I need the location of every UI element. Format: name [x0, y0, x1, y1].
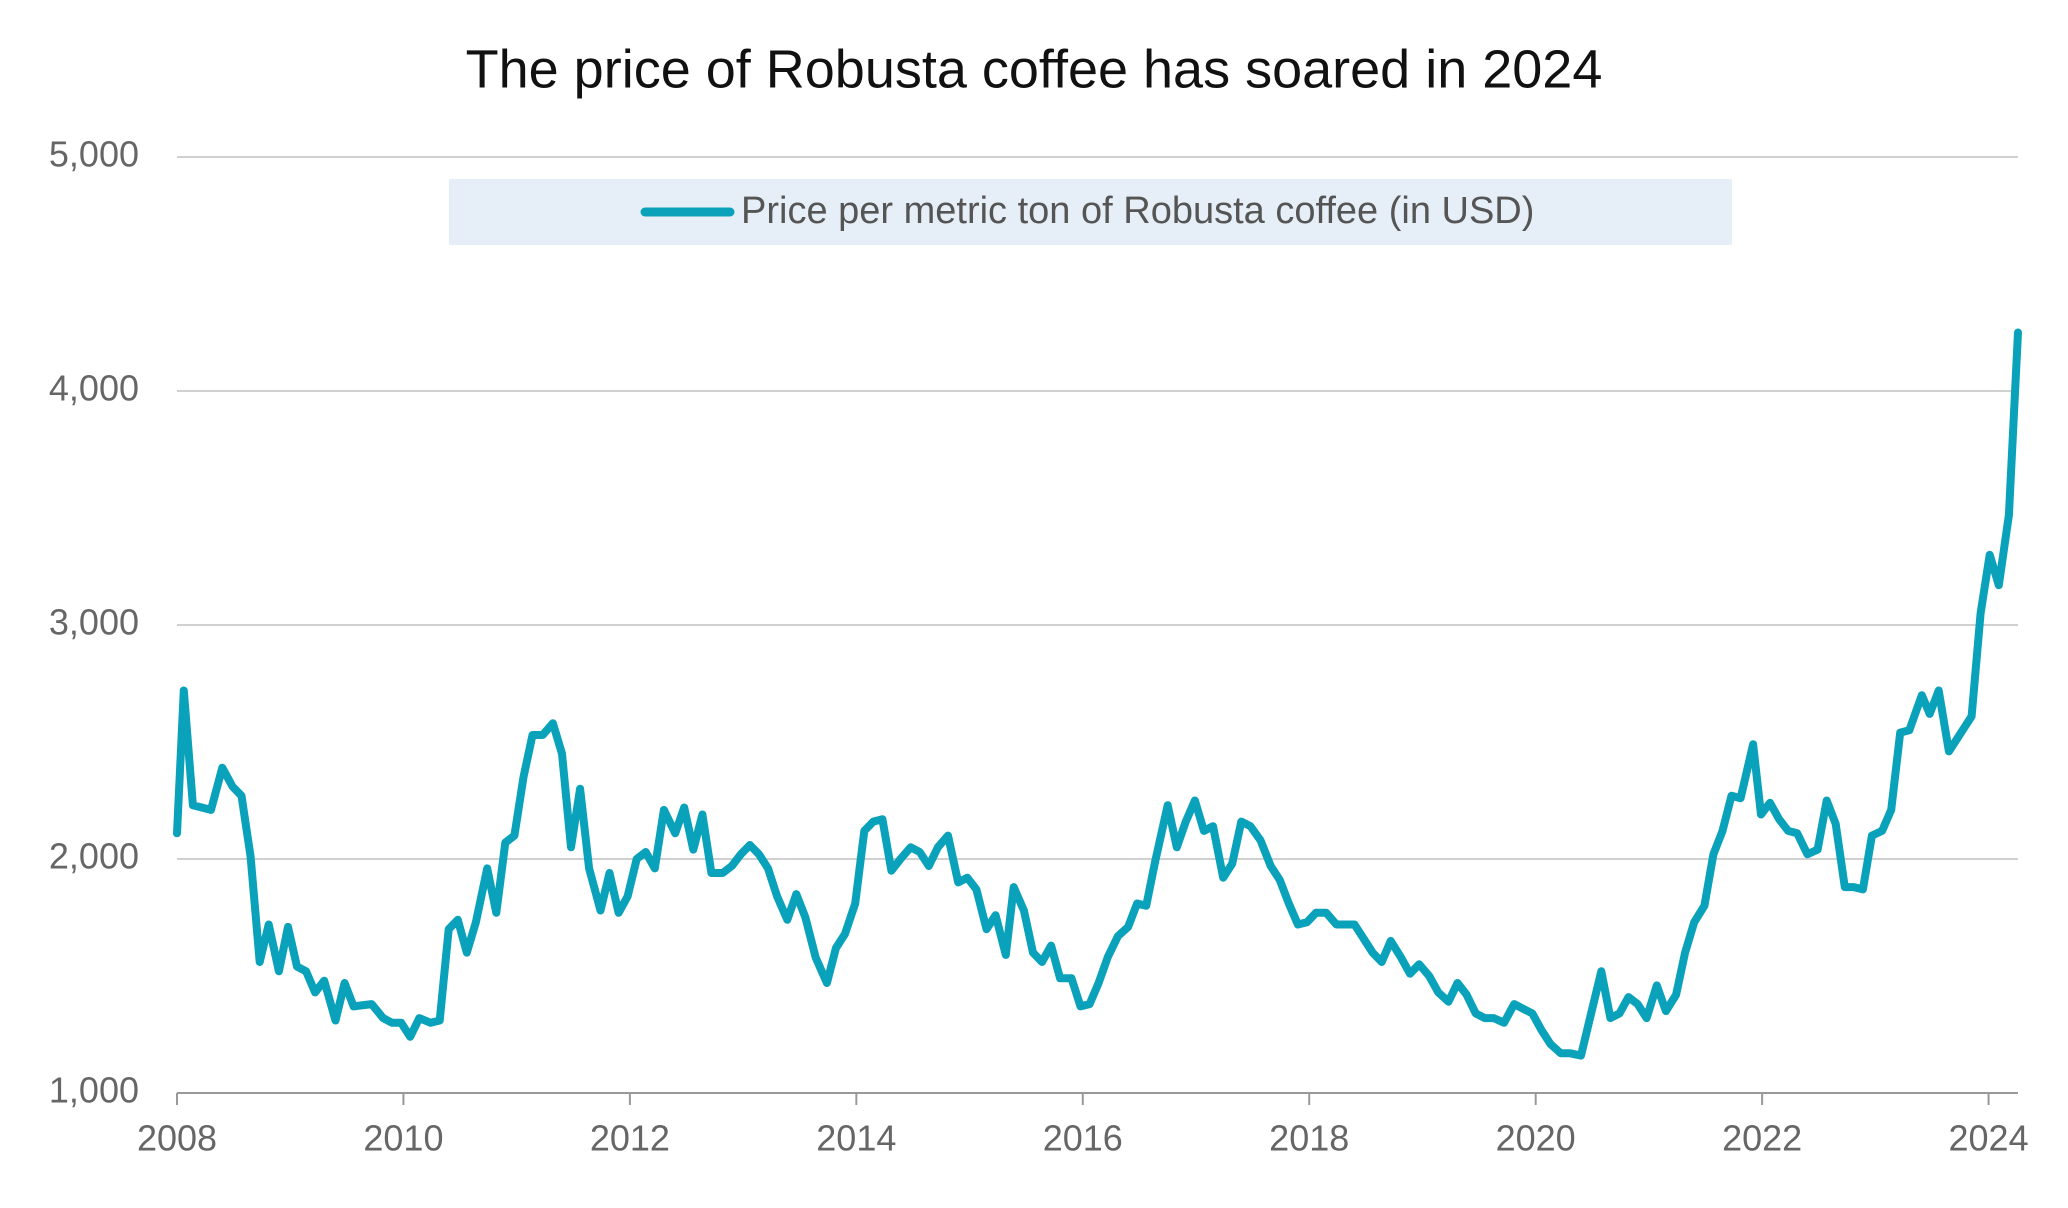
line-series	[173, 328, 2022, 1060]
x-tick-label: 2008	[137, 1118, 217, 1159]
x-tick-label: 2016	[1043, 1118, 1123, 1159]
x-tick-label: 2010	[363, 1118, 443, 1159]
y-tick-label: 1,000	[49, 1070, 139, 1111]
y-tick-label: 3,000	[49, 602, 139, 643]
y-tick-label: 4,000	[49, 368, 139, 409]
x-tick-label: 2024	[1949, 1118, 2029, 1159]
x-tick-label: 2018	[1269, 1118, 1349, 1159]
chart-title: The price of Robusta coffee has soared i…	[466, 39, 1603, 99]
x-tick-label: 2014	[816, 1118, 896, 1159]
x-tick-label: 2022	[1722, 1118, 1802, 1159]
legend-label: Price per metric ton of Robusta coffee (…	[741, 190, 1534, 232]
x-tick-label: 2020	[1496, 1118, 1576, 1159]
x-tick-label: 2012	[590, 1118, 670, 1159]
y-tick-label: 5,000	[49, 134, 139, 175]
y-tick-label: 2,000	[49, 836, 139, 877]
